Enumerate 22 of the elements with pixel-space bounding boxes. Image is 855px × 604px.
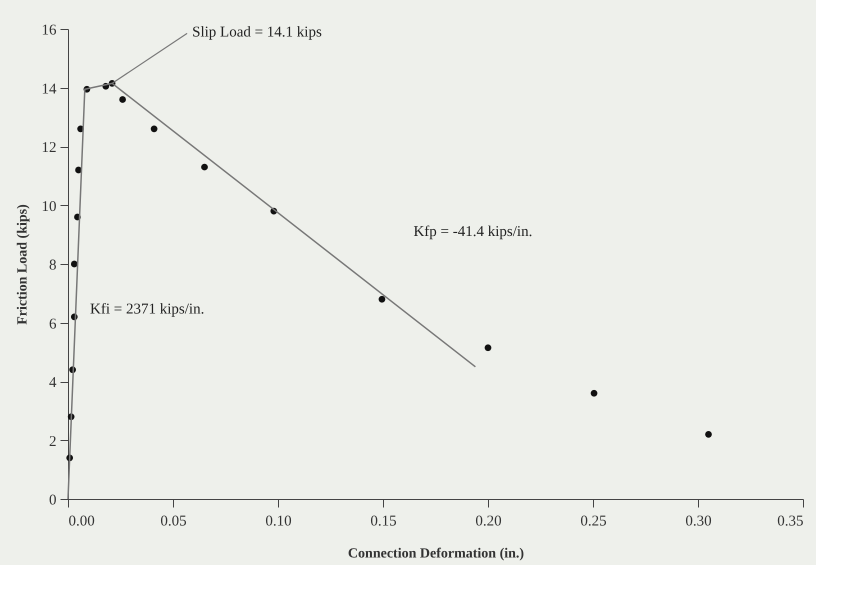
y-tick-label: 4 (49, 375, 57, 391)
x-tick-label: 0.30 (685, 514, 712, 530)
annotation: Kfp = -41.4 kips/in. (413, 224, 532, 240)
y-tick-label: 6 (49, 316, 57, 332)
x-axis-title: Connection Deformation (in.) (348, 546, 524, 562)
x-tick-label: 0.10 (265, 514, 292, 530)
y-tick-label: 0 (49, 492, 56, 508)
y-tick-label: 10 (42, 198, 56, 215)
x-tick-label: 0.20 (475, 514, 502, 530)
y-tick-label: 12 (42, 140, 56, 156)
x-tick-label: 0.00 (68, 514, 95, 530)
annotation: Kfi = 2371 kips/in. (90, 302, 204, 318)
y-tick-label: 8 (49, 258, 56, 274)
y-axis-title: Friction Load (kips) (16, 204, 30, 325)
x-tick-label: 0.25 (580, 514, 607, 530)
x-tick-label: 0.35 (777, 514, 804, 530)
y-tick-label: 16 (42, 22, 57, 38)
x-tick-label: 0.15 (370, 514, 397, 530)
x-tick-label: 0.05 (160, 514, 187, 530)
y-tick-label: 2 (49, 434, 56, 450)
annotation: Slip Load = 14.1 kips (192, 24, 322, 40)
y-tick-label: 14 (42, 81, 57, 98)
